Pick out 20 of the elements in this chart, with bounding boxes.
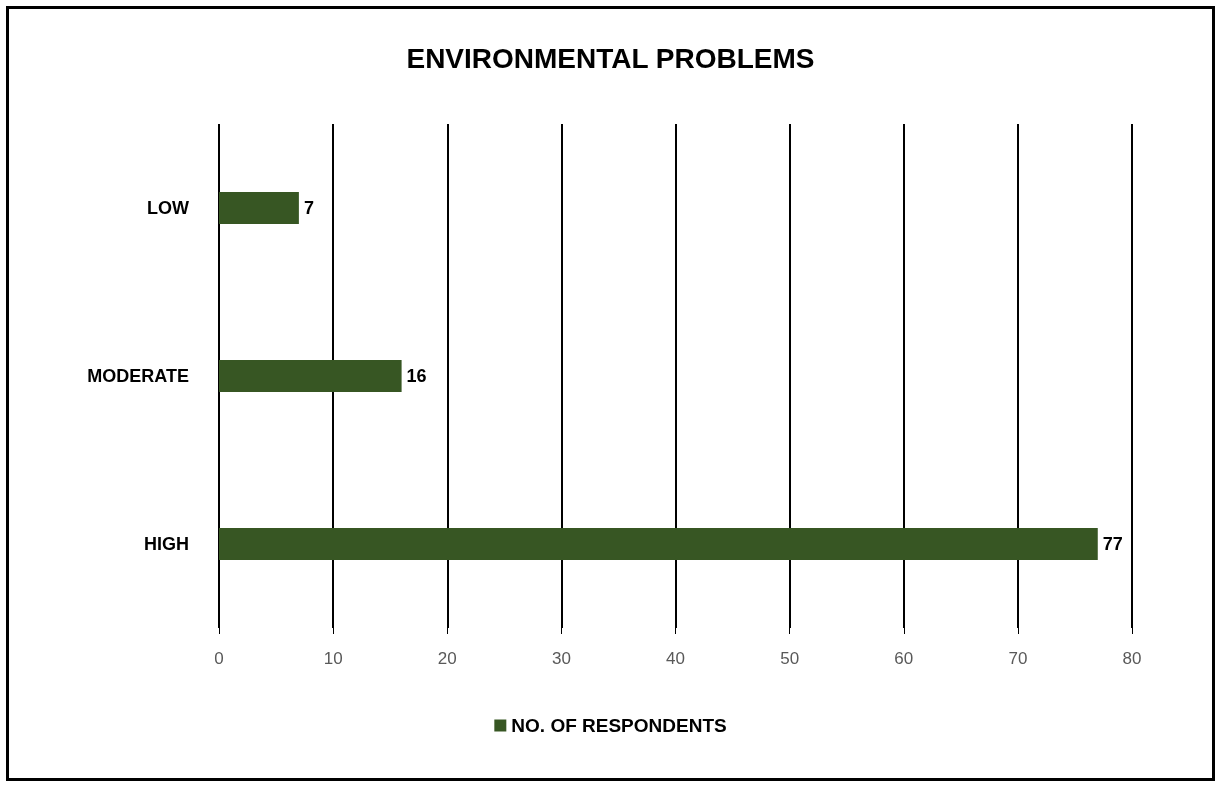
y-tick-label: LOW [147, 198, 189, 218]
bar [219, 360, 402, 392]
x-tick-label: 0 [214, 649, 224, 668]
x-tick-label: 30 [551, 649, 571, 668]
x-tick-label: 50 [780, 649, 800, 668]
data-label: 77 [1102, 534, 1123, 554]
x-tick-label: 20 [437, 649, 457, 668]
y-tick-label: HIGH [144, 534, 189, 554]
x-tick-label: 60 [894, 649, 914, 668]
chart-title: ENVIRONMENTAL PROBLEMS [406, 42, 815, 74]
bar [219, 192, 299, 224]
x-tick-label: 80 [1122, 649, 1142, 668]
data-label: 16 [406, 366, 427, 386]
x-tick-label: 70 [1008, 649, 1028, 668]
legend-label: NO. OF RESPONDENTS [511, 715, 727, 736]
x-tick-label: 40 [666, 649, 685, 668]
x-tick-label: 10 [323, 649, 343, 668]
bar [219, 528, 1098, 560]
y-tick-label: MODERATE [87, 366, 189, 386]
data-label: 7 [303, 198, 314, 218]
